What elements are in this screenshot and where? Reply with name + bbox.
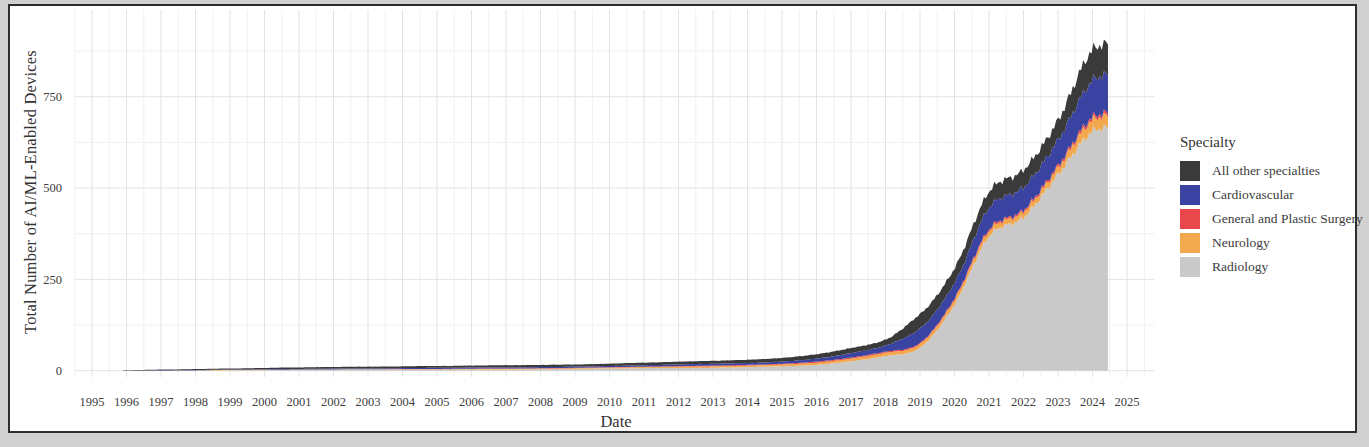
svg-text:2025: 2025	[1115, 395, 1140, 409]
svg-text:2012: 2012	[666, 395, 691, 409]
svg-text:2020: 2020	[942, 395, 967, 409]
svg-text:2005: 2005	[425, 395, 450, 409]
svg-text:2021: 2021	[977, 395, 1002, 409]
svg-text:2006: 2006	[459, 395, 484, 409]
svg-text:2002: 2002	[321, 395, 346, 409]
legend-item-label: All other specialties	[1212, 163, 1320, 179]
svg-text:2011: 2011	[632, 395, 657, 409]
x-axis-title: Date	[74, 412, 1158, 432]
legend-swatch-icon	[1180, 257, 1200, 277]
svg-text:2022: 2022	[1011, 395, 1036, 409]
svg-text:1997: 1997	[149, 395, 174, 409]
svg-text:2018: 2018	[873, 395, 898, 409]
chart-area: 1995 1996 1997 1998 1999 2000 2001 2002 2003 2004…	[10, 6, 1180, 431]
legend: Specialty All other specialties Cardiovas…	[1180, 134, 1358, 281]
svg-text:2024: 2024	[1080, 395, 1106, 409]
svg-text:2023: 2023	[1046, 395, 1071, 409]
svg-text:1998: 1998	[183, 395, 208, 409]
area-chart: 1995 1996 1997 1998 1999 2000 2001 2002 2003 2004…	[10, 6, 1180, 431]
legend-item: Neurology	[1180, 233, 1358, 253]
svg-text:2008: 2008	[528, 395, 553, 409]
legend-item-label: General and Plastic Surgery	[1212, 211, 1363, 227]
svg-text:2003: 2003	[356, 395, 381, 409]
legend-swatch-icon	[1180, 185, 1200, 205]
area-radiology	[123, 124, 1108, 370]
svg-text:2001: 2001	[287, 395, 312, 409]
legend-item: Radiology	[1180, 257, 1358, 277]
legend-item-label: Radiology	[1212, 259, 1268, 275]
svg-text:2004: 2004	[390, 395, 416, 409]
legend-item-label: Cardiovascular	[1212, 187, 1294, 203]
svg-text:250: 250	[43, 273, 62, 287]
svg-text:2013: 2013	[701, 395, 726, 409]
legend-swatch-icon	[1180, 161, 1200, 181]
svg-text:2015: 2015	[770, 395, 795, 409]
legend-items: All other specialties Cardiovascular Gener…	[1180, 161, 1358, 277]
legend-item: General and Plastic Surgery	[1180, 209, 1358, 229]
svg-text:1999: 1999	[218, 395, 243, 409]
area-stack	[123, 40, 1108, 371]
svg-text:2009: 2009	[563, 395, 588, 409]
svg-text:2000: 2000	[252, 395, 277, 409]
svg-text:1996: 1996	[114, 395, 139, 409]
svg-text:0: 0	[56, 364, 62, 378]
svg-text:2007: 2007	[494, 395, 519, 409]
svg-text:750: 750	[43, 90, 62, 104]
svg-text:2014: 2014	[735, 395, 761, 409]
svg-text:2019: 2019	[908, 395, 933, 409]
legend-title: Specialty	[1180, 134, 1358, 151]
x-tick-labels: 1995 1996 1997 1998 1999 2000 2001 2002 2003 2004…	[80, 395, 1140, 409]
legend-item-label: Neurology	[1212, 235, 1270, 251]
svg-text:2010: 2010	[597, 395, 622, 409]
svg-text:2016: 2016	[804, 395, 829, 409]
legend-swatch-icon	[1180, 209, 1200, 229]
svg-text:500: 500	[43, 181, 62, 195]
legend-swatch-icon	[1180, 233, 1200, 253]
svg-text:2017: 2017	[839, 395, 864, 409]
figure-frame: 1995 1996 1997 1998 1999 2000 2001 2002 2003 2004…	[8, 4, 1357, 433]
legend-item: All other specialties	[1180, 161, 1358, 181]
legend-item: Cardiovascular	[1180, 185, 1358, 205]
svg-text:1995: 1995	[80, 395, 105, 409]
y-tick-labels: 0 250 500 750	[43, 90, 62, 378]
